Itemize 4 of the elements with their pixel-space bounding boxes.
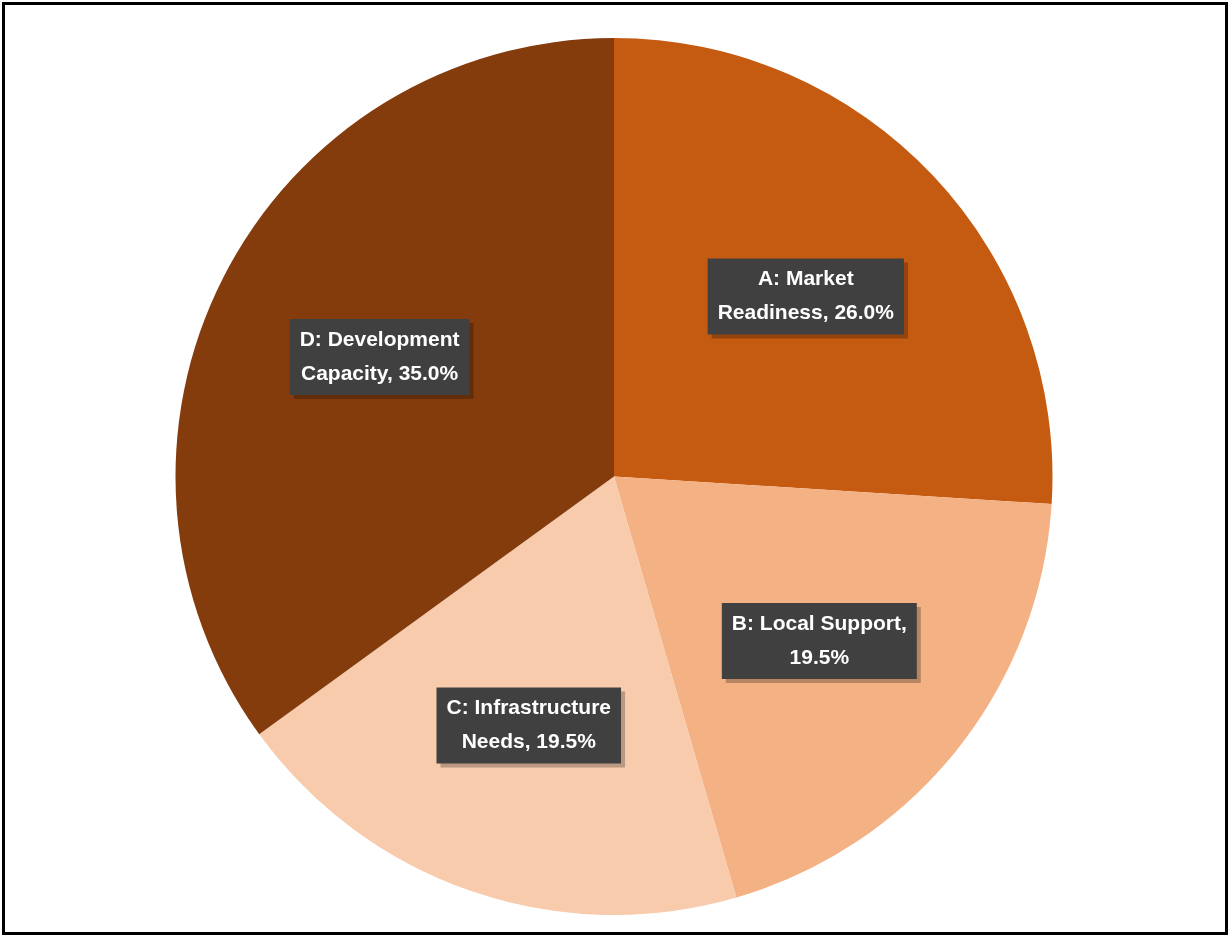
slice-label: A: Market Readiness, 26.0% <box>717 266 895 324</box>
slice-label: D: Development Capacity, 35.0% <box>299 326 460 384</box>
slice-label: B: Local Support, 19.5% <box>731 610 907 668</box>
slice-label: C: Infrastructure Needs, 19.5% <box>446 695 612 753</box>
